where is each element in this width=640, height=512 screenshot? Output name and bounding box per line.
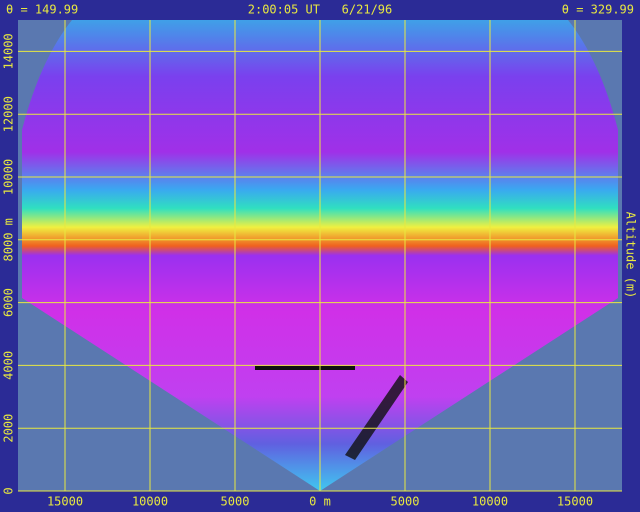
header-left: θ = 149.99: [6, 3, 78, 17]
y-tick-label: 6000: [2, 288, 16, 317]
y-tick-label: 4000: [2, 351, 16, 380]
x-tick-label: 0 m: [309, 495, 331, 509]
x-tick-label: 10000: [472, 495, 508, 509]
header-center: 2:00:05 UT 6/21/96: [248, 3, 393, 17]
x-tick-label: 15000: [47, 495, 83, 509]
x-tick-label: 5000: [221, 495, 250, 509]
y-tick-label: 8000 m: [2, 218, 16, 261]
scan-feature: [255, 366, 355, 370]
x-tick-label: 15000: [557, 495, 593, 509]
y-tick-label: 12000: [2, 96, 16, 132]
y-tick-label: 10000: [2, 159, 16, 195]
y-tick-label: 0: [2, 487, 16, 494]
y-axis-label: Altitude (m): [624, 212, 638, 299]
grid: [18, 20, 622, 492]
y-tick-label: 2000: [2, 414, 16, 443]
header-right: θ = 329.99: [562, 3, 634, 17]
x-tick-label: 5000: [391, 495, 420, 509]
scan-feature: [345, 375, 408, 460]
x-tick-label: 10000: [132, 495, 168, 509]
y-tick-label: 14000: [2, 33, 16, 69]
